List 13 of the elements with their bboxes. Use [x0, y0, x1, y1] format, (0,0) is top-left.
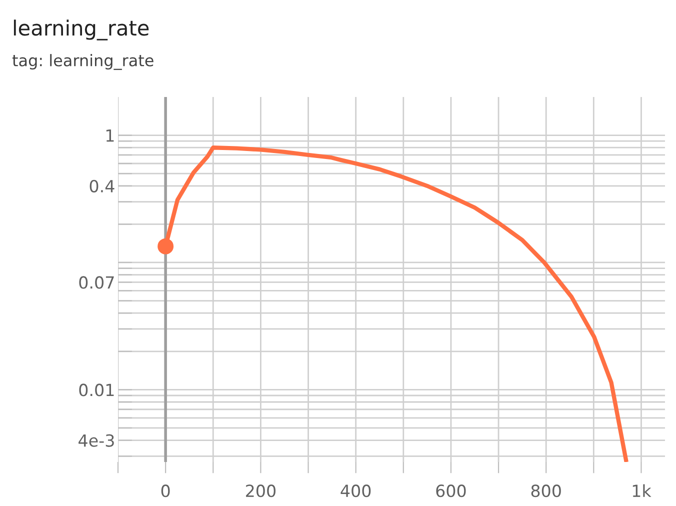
x-tick-label: 600	[436, 484, 466, 498]
y-tick-label: 0.07	[79, 276, 114, 289]
x-tick-label: 1k	[632, 484, 652, 497]
y-tick-label: 0.01	[79, 384, 114, 396]
y-tick-label: 0.4	[90, 180, 114, 192]
x-tick-label: 0	[161, 484, 170, 498]
chart-subtitle: tag: learning_rate	[12, 54, 154, 70]
y-tick-label: 4e-3	[78, 434, 114, 447]
chart-title: learning_rate	[14, 20, 149, 40]
x-tick-label: 200	[246, 484, 276, 498]
y-tick-label: 1	[106, 129, 114, 142]
x-tick-label: 400	[340, 484, 371, 498]
x-tick-label: 800	[531, 484, 561, 498]
